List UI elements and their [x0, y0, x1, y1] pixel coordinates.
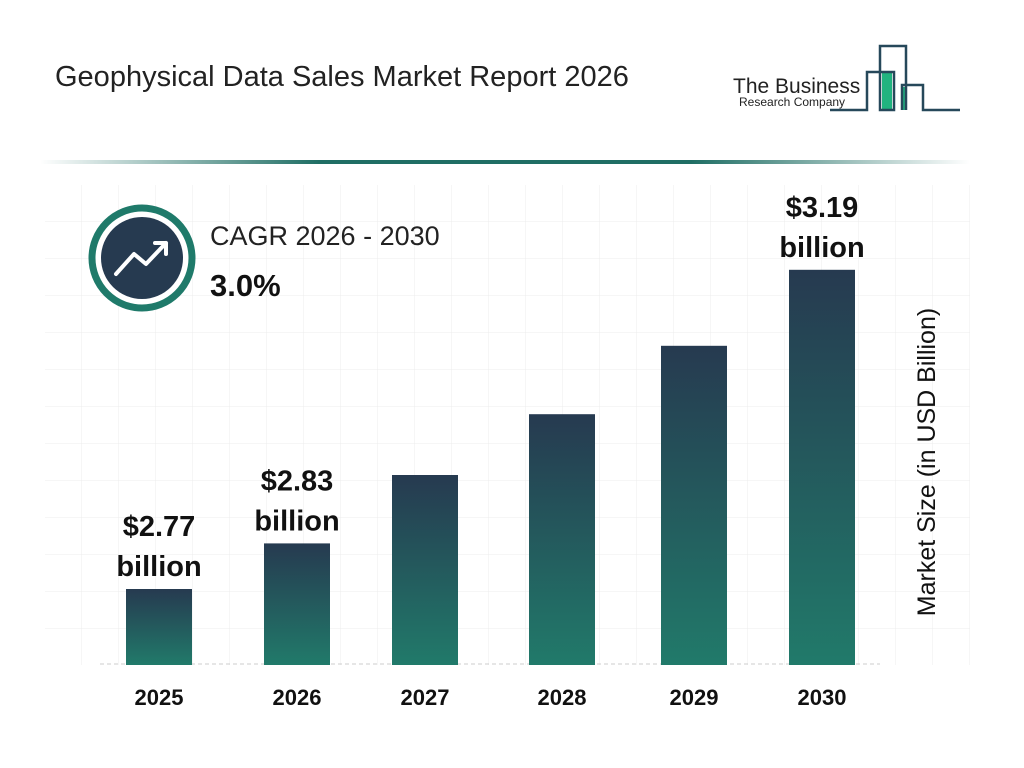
x-tick-label: 2029: [670, 685, 719, 710]
cagr-label: CAGR 2026 - 2030: [210, 221, 440, 251]
svg-text:Research Company: Research Company: [739, 95, 845, 109]
cagr-value: 3.0%: [210, 268, 281, 303]
x-tick-label: 2028: [538, 685, 587, 710]
x-tick-label: 2027: [401, 685, 450, 710]
data-label-unit: billion: [254, 505, 339, 537]
bar-2026: [264, 543, 330, 665]
bar-2025: [126, 589, 192, 665]
trend-up-icon: [114, 241, 168, 276]
cagr-badge: CAGR 2026 - 2030 3.0%: [88, 204, 440, 312]
bar-2028: [529, 414, 595, 665]
data-label-unit: billion: [779, 232, 864, 264]
page-title: Geophysical Data Sales Market Report 202…: [55, 61, 629, 93]
data-label-value: $2.77: [123, 511, 196, 543]
company-logo: The Business Research Company: [733, 44, 960, 112]
data-label-value: $2.83: [261, 465, 334, 497]
svg-text:The Business: The Business: [733, 75, 860, 98]
y-axis-label: Market Size (in USD Billion): [913, 308, 941, 616]
x-tick-label: 2026: [273, 685, 322, 710]
x-tick-label: 2030: [798, 685, 847, 710]
x-tick-label: 2025: [135, 685, 184, 710]
divider: [40, 160, 970, 164]
bar-2029: [661, 345, 727, 665]
data-label-unit: billion: [116, 551, 201, 583]
data-label-value: $3.19: [786, 192, 859, 224]
bar-2030: [789, 269, 855, 665]
bar-2027: [392, 475, 458, 665]
